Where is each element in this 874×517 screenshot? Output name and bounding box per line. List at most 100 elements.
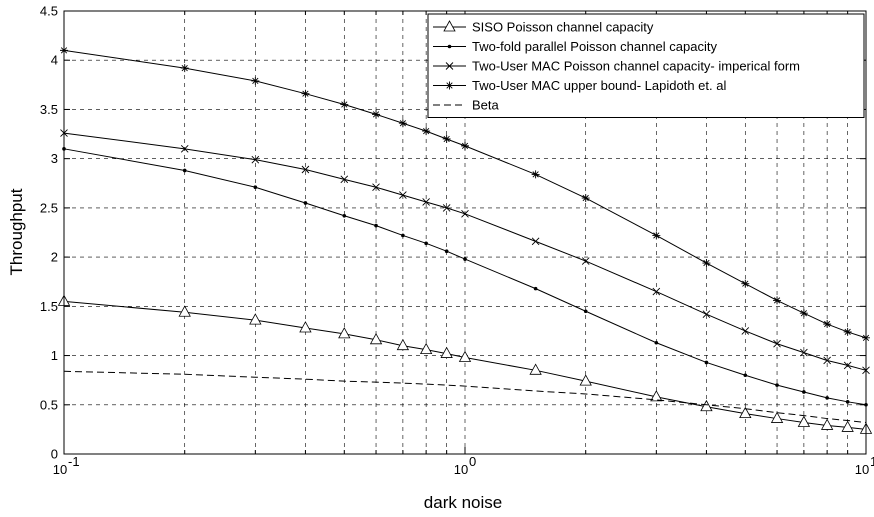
series-line	[63, 300, 867, 430]
x-marker-shape	[301, 165, 310, 174]
series-marker	[442, 204, 451, 212]
triangle-marker-shape	[396, 338, 410, 351]
series-marker	[802, 390, 806, 394]
series-marker	[702, 310, 711, 319]
x-marker-shape	[251, 155, 260, 164]
series-marker	[338, 327, 351, 339]
series-marker	[251, 155, 260, 164]
series-marker	[299, 321, 312, 333]
series-marker	[303, 201, 308, 205]
series-marker	[529, 363, 542, 375]
x-marker-shape	[442, 204, 451, 212]
dot-marker-shape	[342, 213, 347, 218]
series-marker	[579, 374, 592, 386]
series-marker	[372, 183, 380, 192]
series-marker	[581, 257, 590, 265]
series-1	[57, 294, 873, 434]
star-marker-shape	[461, 141, 469, 150]
x-marker-shape	[531, 237, 540, 246]
star-marker-shape	[702, 259, 711, 268]
legend-item-2: Two-fold parallel Poisson channel capaci…	[433, 39, 717, 54]
triangle-marker-shape	[797, 415, 811, 427]
legend-label: Two-User MAC Poisson channel capacity- i…	[472, 59, 800, 74]
series-marker	[401, 233, 405, 238]
series-marker	[374, 223, 378, 228]
series-marker	[444, 249, 449, 254]
legend: SISO Poisson channel capacity Two-fold pa…	[427, 13, 865, 118]
triangle-marker-shape	[249, 313, 262, 325]
dot-marker-shape	[182, 168, 187, 173]
x-marker-shape	[422, 198, 430, 206]
series-line	[63, 370, 867, 423]
triangle-marker-shape	[440, 346, 453, 358]
triangle-marker-shape	[820, 418, 834, 430]
x-marker-shape	[581, 257, 590, 265]
star-marker-shape	[340, 100, 349, 109]
star-marker-shape	[398, 119, 407, 128]
x-tick-label: 10	[53, 462, 67, 477]
series-2	[62, 147, 868, 407]
legend-item-5: Beta	[433, 98, 500, 113]
legend-item-3: Two-User MAC Poisson channel capacity- i…	[433, 59, 800, 74]
series-marker	[342, 213, 347, 218]
series-line	[63, 148, 867, 406]
series-marker	[396, 338, 410, 351]
dot-marker-shape	[775, 383, 779, 387]
dot-marker-shape	[253, 185, 258, 190]
star-marker-shape	[799, 309, 808, 318]
triangle-marker-shape	[739, 406, 752, 419]
x-tick-exponent: 0	[469, 454, 476, 469]
series-layer	[57, 46, 873, 434]
x-marker-shape	[652, 287, 661, 296]
series-marker	[301, 89, 310, 98]
legend-label: Beta	[472, 98, 500, 113]
series-marker	[340, 100, 349, 109]
x-tick-exponent: 1	[870, 454, 874, 469]
series-marker	[340, 175, 349, 184]
triangle-marker-shape	[841, 420, 854, 432]
dot-marker-shape	[401, 233, 405, 238]
legend-label: Two-User MAC upper bound- Lapidoth et. a…	[472, 78, 726, 93]
y-tick-label: 4	[51, 53, 58, 68]
series-marker	[650, 390, 663, 402]
dot-marker-shape	[424, 241, 428, 246]
series-marker	[654, 340, 659, 345]
x-marker-shape	[741, 327, 750, 335]
triangle-marker-shape	[770, 411, 784, 423]
series-marker	[369, 332, 383, 345]
star-marker-shape	[741, 279, 750, 288]
dot-marker-shape	[704, 360, 709, 365]
dot-marker-shape	[845, 400, 850, 404]
x-marker-shape	[399, 191, 407, 199]
series-marker	[424, 241, 428, 246]
series-marker	[820, 418, 834, 430]
series-marker	[458, 350, 472, 362]
series-marker	[372, 110, 381, 119]
series-marker	[251, 76, 260, 85]
legend-item-1: SISO Poisson channel capacity	[433, 20, 654, 35]
x-marker-shape	[702, 310, 711, 319]
series-marker	[442, 134, 451, 143]
series-marker	[775, 383, 779, 387]
series-4	[60, 46, 870, 342]
dot-marker-shape	[654, 340, 659, 345]
star-marker-shape	[180, 64, 189, 73]
x-marker-shape	[843, 361, 852, 370]
series-marker	[253, 185, 258, 190]
dot-marker-shape	[444, 249, 449, 254]
series-marker	[800, 348, 808, 357]
series-marker	[422, 198, 430, 206]
star-marker-shape	[823, 320, 832, 329]
series-marker	[799, 309, 808, 318]
series-marker	[463, 257, 467, 261]
triangle-marker-shape	[458, 350, 472, 362]
x-tick-exponent: -1	[68, 454, 80, 469]
series-marker	[461, 141, 469, 150]
dot-marker-shape	[802, 390, 806, 394]
series-marker	[180, 145, 189, 153]
series-marker	[652, 231, 661, 240]
series-marker	[182, 168, 187, 173]
series-marker	[419, 342, 433, 355]
star-marker-shape	[442, 134, 451, 143]
triangle-marker-shape	[579, 374, 592, 386]
